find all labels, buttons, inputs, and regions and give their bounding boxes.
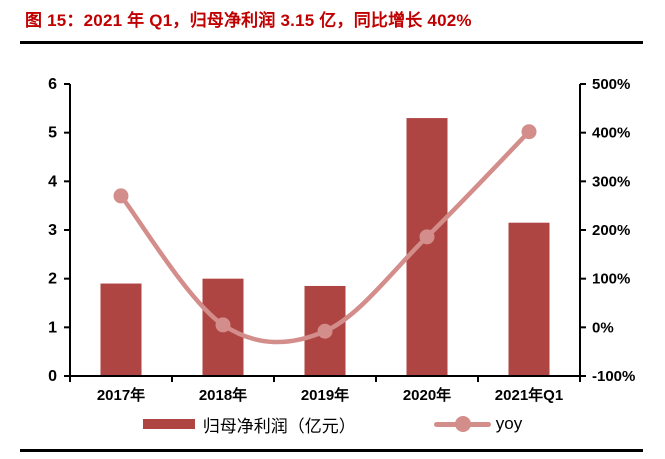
right-axis-tick-label: 0% — [592, 319, 614, 336]
chart: 0 1 2 3 4 5 6 500% 400% 300% 200% 100% 0% -100% 2017年 2… — [48, 76, 635, 404]
right-axis-tick-label: -100% — [592, 368, 635, 385]
bar-2021年Q1 — [508, 222, 550, 376]
line-series-swatch — [433, 416, 491, 432]
legend-item-yoy: yoy — [433, 414, 523, 434]
x-axis-tick-label: 2021年Q1 — [495, 386, 563, 404]
yoy-marker-2019年 — [317, 323, 333, 339]
yoy-marker-2020年 — [419, 229, 435, 245]
yoy-marker-2018年 — [215, 317, 231, 333]
chart-legend: 归母净利润（亿元） yoy — [0, 411, 665, 437]
bottom-divider — [20, 449, 643, 452]
figure-title: 图 15：2021 年 Q1，归母净利润 3.15 亿，同比增长 402% — [25, 11, 472, 30]
bar-2020年 — [406, 118, 448, 377]
left-axis-tick-label: 1 — [48, 319, 57, 336]
bar-2017年 — [100, 283, 142, 376]
line-series-label: yoy — [495, 414, 523, 433]
right-axis-tick-label: 100% — [592, 271, 630, 288]
right-axis-tick-label: 500% — [592, 76, 630, 93]
x-axis-tick-label: 2020年 — [403, 386, 451, 404]
left-axis-tick-label: 2 — [48, 271, 57, 288]
x-axis-tick-label: 2017年 — [97, 386, 145, 404]
right-axis-tick-label: 300% — [592, 173, 630, 190]
left-axis-tick-label: 4 — [48, 173, 57, 190]
yoy-marker-2021年Q1 — [521, 124, 537, 140]
title-divider — [20, 41, 643, 44]
x-axis-tick-label: 2018年 — [199, 386, 247, 404]
bar-series-label: 归母净利润（亿元） — [202, 416, 356, 436]
left-axis-tick-label: 5 — [48, 125, 57, 142]
line-swatch-marker — [454, 416, 471, 432]
left-axis-tick-label: 6 — [48, 76, 57, 93]
right-axis-tick-label: 200% — [592, 222, 630, 239]
yoy-marker-2017年 — [113, 188, 129, 204]
left-axis-tick-label: 0 — [48, 368, 57, 385]
bar-series-swatch — [142, 419, 195, 429]
x-axis-tick-label: 2019年 — [301, 386, 349, 404]
right-axis-tick-label: 400% — [592, 125, 630, 142]
legend-item-net-profit: 归母净利润（亿元） — [142, 412, 356, 437]
left-axis-tick-label: 3 — [48, 222, 57, 239]
